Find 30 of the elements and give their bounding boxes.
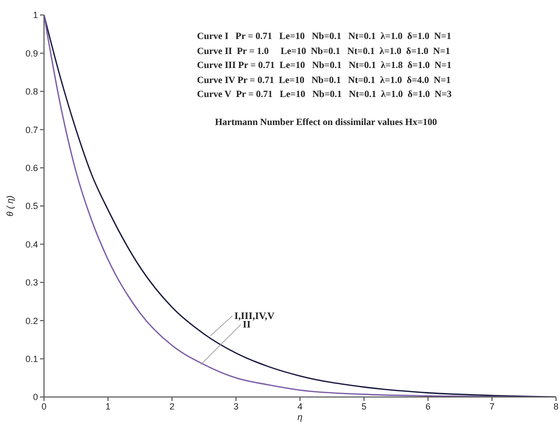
x-tick-label: 5 bbox=[361, 401, 367, 412]
y-tick-label: 1 bbox=[32, 10, 38, 20]
x-axis-title: η bbox=[298, 412, 302, 422]
text: Hartmann Number Effect on dissimilar values Hx=100 bbox=[215, 118, 437, 128]
annotation: I,III,IV,V bbox=[234, 310, 276, 322]
x-tick-label: 8 bbox=[553, 401, 559, 412]
y-tick-label: 0.4 bbox=[25, 239, 38, 250]
annotation: Curve II Pr = 1.0 Le=10 Nb=0.1 Nt=0.1 λ=1.0 δ=1.0 N=1 bbox=[197, 46, 452, 58]
y-tick-label: 0.8 bbox=[25, 86, 38, 97]
y-tick-label: 0.2 bbox=[25, 316, 38, 326]
annotation: Curve III Pr = 0.71 Le=10 Nb=0.1 Nt=0.1 λ=1.8 δ=1.0 N=1 bbox=[197, 60, 452, 73]
y-tick-label: 0.5 bbox=[25, 201, 38, 212]
x-tick-label: 7 bbox=[489, 401, 495, 412]
x-tick-label: 1 bbox=[105, 401, 111, 412]
x-tick-label: 4 bbox=[297, 401, 303, 412]
y-tick-label: 0.9 bbox=[25, 48, 38, 58]
x-tick-label: 2 bbox=[169, 401, 175, 412]
annotation: Curve IV Pr = 0.71 Le=10 Nb=0.1 Nt=0.1 λ=1.0 δ=4.0 N=1 bbox=[197, 74, 452, 88]
annotation: II bbox=[242, 320, 251, 331]
y-axis-title: θ ( η) bbox=[5, 196, 16, 216]
annotation: Curve I Pr = 0.71 Le=10 Nb=0.1 Nt=0.1 λ=1.0 δ=1.0 N=1 bbox=[197, 31, 452, 44]
x-tick-label: 0 bbox=[41, 401, 47, 412]
y-tick-label: 0.6 bbox=[25, 162, 38, 173]
y-tick-label: 0.3 bbox=[25, 278, 38, 288]
y-tick-label: 0.7 bbox=[25, 124, 38, 135]
x-tick-label: 3 bbox=[233, 401, 239, 412]
y-tick-label: 0 bbox=[32, 392, 38, 402]
x-tick-label: 6 bbox=[425, 401, 431, 412]
y-tick-label: 0.1 bbox=[25, 354, 38, 364]
annotation: Curve V Pr = 0.71 Le=10 Nb=0.1 Nt=0.1 λ=1.0 δ=1.0 N=3 bbox=[197, 89, 452, 102]
